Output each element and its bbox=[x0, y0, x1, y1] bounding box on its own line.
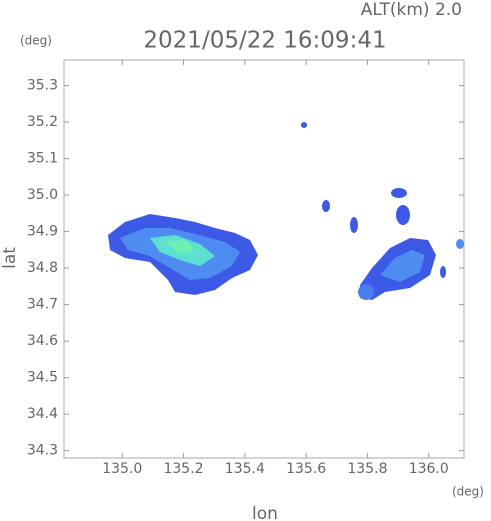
radar-echoes bbox=[108, 122, 464, 300]
y-tick-label: 34.3 bbox=[27, 443, 58, 459]
y-tick-label: 34.6 bbox=[27, 333, 58, 349]
y-tick-label: 35.0 bbox=[27, 187, 58, 203]
x-tick-label: 135.6 bbox=[286, 461, 326, 477]
subtitle: ALT(km) 2.0 bbox=[361, 0, 462, 20]
echo bbox=[380, 250, 425, 282]
y-tick-label: 34.7 bbox=[27, 297, 58, 313]
echo bbox=[350, 217, 358, 233]
x-tick-label: 135.8 bbox=[347, 461, 387, 477]
echo bbox=[165, 240, 195, 254]
x-label: lon bbox=[252, 504, 278, 521]
echo bbox=[301, 122, 307, 128]
echo bbox=[440, 266, 446, 278]
x-tick-label: 135.2 bbox=[163, 461, 203, 477]
y-tick-label: 35.1 bbox=[27, 151, 58, 167]
echo bbox=[456, 239, 464, 249]
y-tick-label: 34.9 bbox=[27, 224, 58, 240]
echo bbox=[322, 200, 330, 212]
chart-title: 2021/05/22 16:09:41 bbox=[143, 28, 386, 54]
y-tick-label: 35.2 bbox=[27, 114, 58, 130]
y-label: lat bbox=[0, 247, 20, 269]
plot-frame bbox=[63, 59, 465, 459]
y-tick-label: 34.4 bbox=[27, 406, 58, 422]
y-unit: (deg) bbox=[20, 34, 52, 48]
y-tick-label: 34.8 bbox=[27, 260, 58, 276]
x-unit: (deg) bbox=[452, 485, 484, 499]
y-tick-label: 34.5 bbox=[27, 370, 58, 386]
echo bbox=[391, 188, 407, 198]
echo bbox=[396, 205, 410, 225]
y-tick-label: 35.3 bbox=[27, 78, 58, 94]
x-tick-label: 135.4 bbox=[225, 461, 265, 477]
echo bbox=[358, 284, 374, 300]
x-tick-label: 136.0 bbox=[409, 461, 449, 477]
x-tick-label: 135.0 bbox=[102, 461, 142, 477]
